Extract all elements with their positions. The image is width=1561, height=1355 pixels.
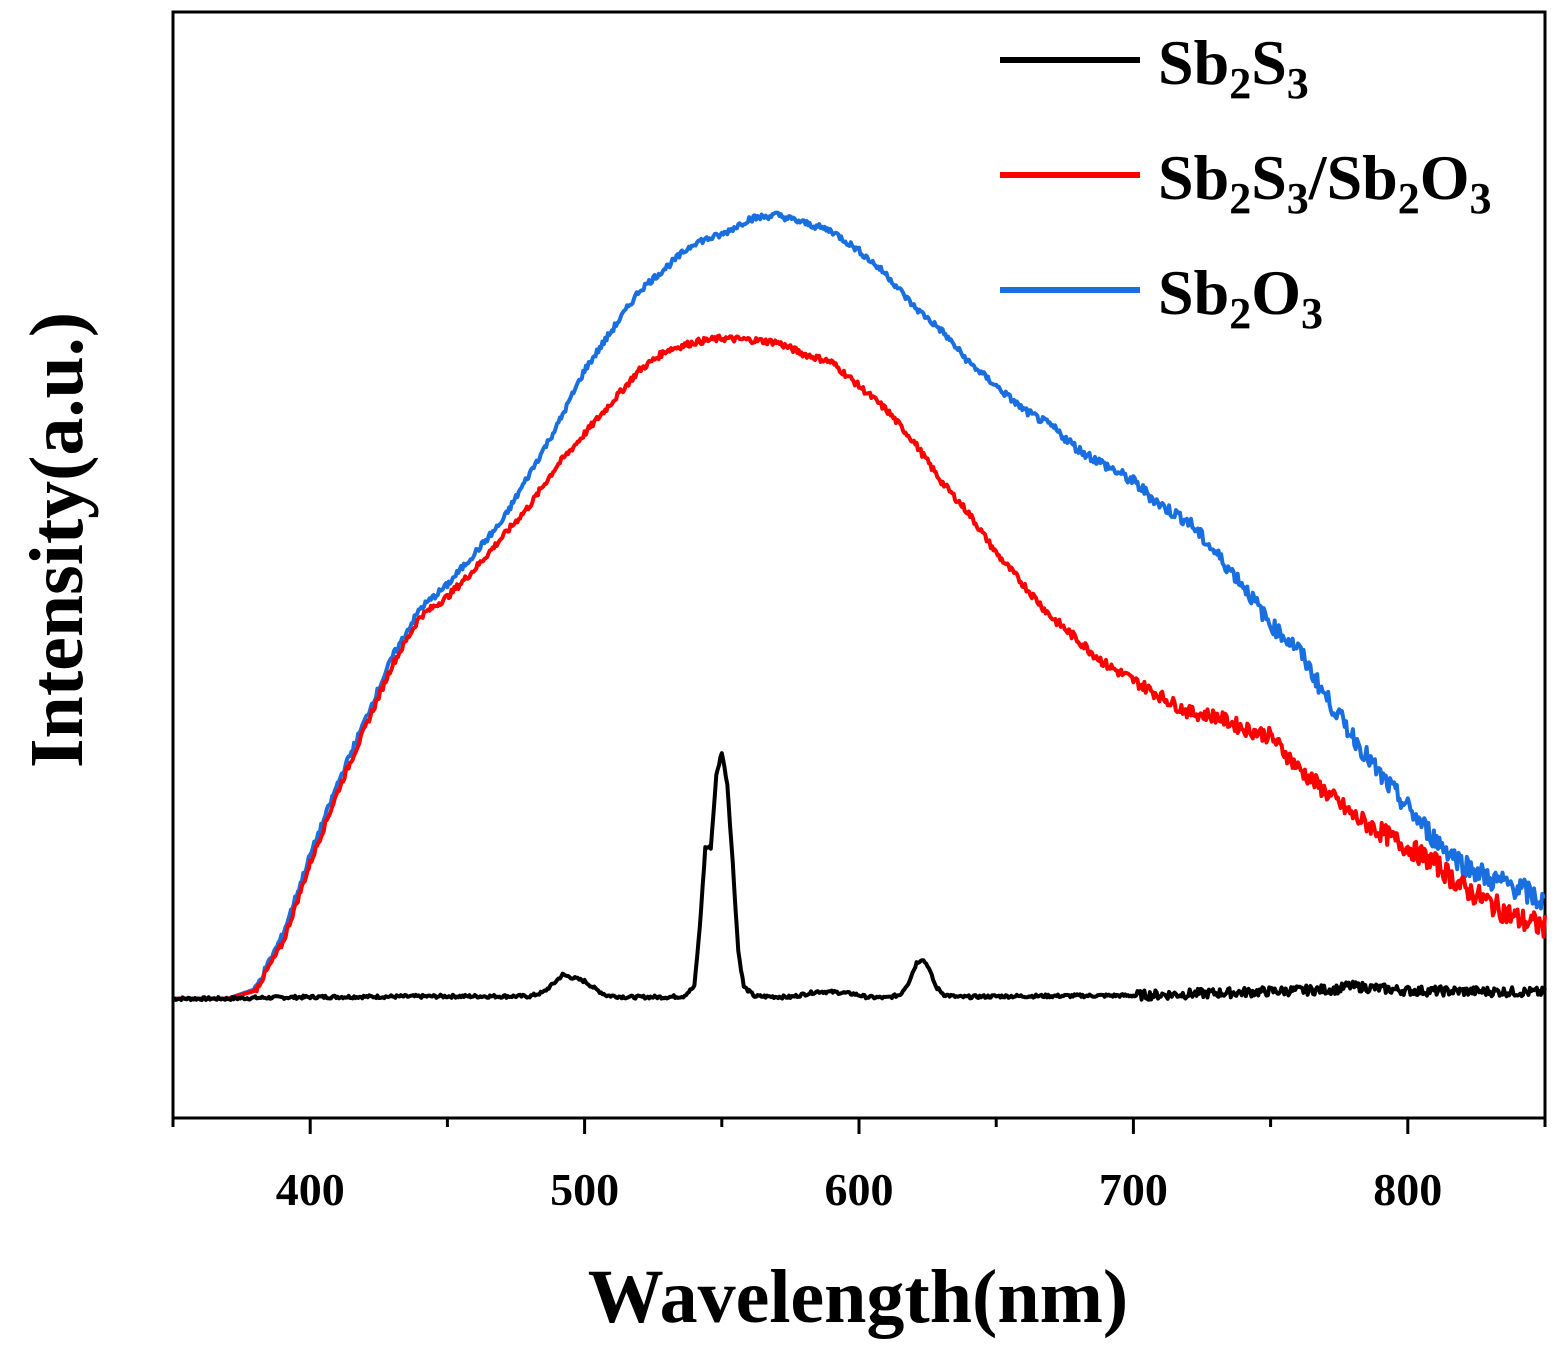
x-axis-title: Wavelength(nm) — [588, 1255, 1128, 1339]
series-line-3 — [172, 210, 1546, 1001]
series-lines — [172, 210, 1547, 1003]
x-tick-label-800: 800 — [1373, 1164, 1442, 1215]
legend-label-1: Sb2S3 — [1158, 27, 1309, 108]
x-tick-label-400: 400 — [276, 1164, 345, 1215]
legend-label-3: Sb2O3 — [1158, 257, 1323, 338]
x-tick-label-700: 700 — [1099, 1164, 1168, 1215]
x-tick-label-600: 600 — [825, 1164, 894, 1215]
series-line-2 — [172, 333, 1547, 1001]
series-line-1 — [172, 751, 1547, 1003]
x-tick-label-500: 500 — [550, 1164, 619, 1215]
legend: Sb2S3 Sb2S3/Sb2O3 Sb2O3 — [1000, 27, 1492, 338]
y-axis-title: Intensity(a.u.) — [15, 312, 99, 768]
x-axis-ticks: 400 500 600 700 800 — [171, 1118, 1547, 1215]
legend-label-2: Sb2S3/Sb2O3 — [1158, 142, 1492, 223]
